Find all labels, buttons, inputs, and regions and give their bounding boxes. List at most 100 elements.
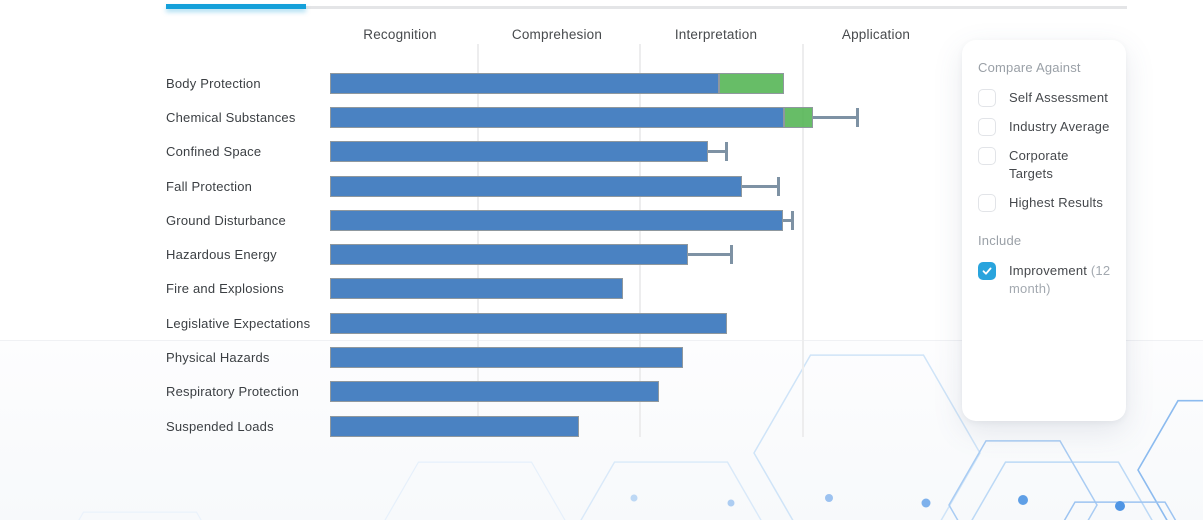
level-header-application: Application <box>841 27 911 42</box>
error-whisker <box>742 184 778 188</box>
gridline-1 <box>477 44 479 437</box>
hexagon-outline <box>753 354 981 520</box>
score-bar-segment[interactable] <box>330 244 688 266</box>
score-bar-segment[interactable] <box>330 381 659 403</box>
chart-row-fall-protection: Fall Protection <box>166 169 960 203</box>
score-bar-segment[interactable] <box>330 347 683 369</box>
bar-area <box>330 135 960 169</box>
hexagon-outline <box>78 511 202 520</box>
level-header-comprehesion: Comprehesion <box>511 27 603 42</box>
hexagon-vertex-dot <box>921 498 931 508</box>
hexagon-vertex-dot <box>630 494 638 502</box>
improvement-bar-segment[interactable] <box>784 106 813 128</box>
bar-area <box>330 100 960 134</box>
chart-row-suspended-loads: Suspended Loads <box>166 409 960 443</box>
bar-area <box>330 409 960 443</box>
active-tab-underline[interactable] <box>166 4 306 9</box>
error-whisker <box>813 115 857 119</box>
level-header-recognition: Recognition <box>363 27 437 42</box>
hexagon-outline <box>948 440 1098 520</box>
chart-row-chemical-substances: Chemical Substances <box>166 100 960 134</box>
bar-area <box>330 237 960 271</box>
checkbox-label[interactable]: Corporate Targets <box>1009 148 1069 181</box>
error-whisker <box>708 150 726 154</box>
checkbox-self-assessment[interactable] <box>978 89 996 107</box>
improvement-suffix: (12 month) <box>1009 263 1111 296</box>
improvement-checkbox[interactable] <box>978 262 996 280</box>
bar-area <box>330 375 960 409</box>
error-whisker-cap <box>725 142 728 162</box>
level-header-interpretation: Interpretation <box>674 27 758 42</box>
checkbox-row-self-assessment[interactable]: Self Assessment <box>978 89 1112 107</box>
checkbox-highest-results[interactable] <box>978 194 996 212</box>
checkbox-label[interactable]: Highest Results <box>1009 195 1104 210</box>
score-bar-segment[interactable] <box>330 278 623 300</box>
improvement-bar-segment[interactable] <box>719 72 784 94</box>
hexagon-outline <box>971 461 1153 520</box>
chart-row-hazardous-energy: Hazardous Energy <box>166 237 960 271</box>
row-label: Physical Hazards <box>166 350 270 366</box>
checkbox-industry-average[interactable] <box>978 118 996 136</box>
hexagon-pattern-decor <box>78 354 1203 520</box>
bar-area <box>330 272 960 306</box>
row-label: Suspended Loads <box>166 418 274 434</box>
row-label: Chemical Substances <box>166 109 296 125</box>
chart-row-confined-space: Confined Space <box>166 135 960 169</box>
gridline-2 <box>639 44 641 437</box>
checkbox-row-highest-results[interactable]: Highest Results <box>978 194 1112 212</box>
hexagon-vertex-dot <box>825 494 833 502</box>
error-whisker-cap <box>856 107 859 127</box>
bar-area <box>330 66 960 100</box>
score-bar-segment[interactable] <box>330 415 579 437</box>
checkbox-row-corporate-targets[interactable]: Corporate Targets <box>978 147 1112 183</box>
error-whisker-cap <box>777 176 780 196</box>
error-whisker <box>783 218 792 222</box>
checkbox-label[interactable]: Industry Average <box>1009 119 1110 134</box>
hexagon-vertex-dot <box>1115 501 1125 511</box>
score-bar-segment[interactable] <box>330 106 784 128</box>
chart-row-body-protection: Body Protection <box>166 66 960 100</box>
tab-rail <box>166 6 1127 9</box>
improvement-label[interactable]: Improvement (12 month) <box>1009 263 1111 296</box>
bar-area <box>330 169 960 203</box>
gridline-3 <box>802 44 804 437</box>
score-bar-segment[interactable] <box>330 72 719 94</box>
checkbox-row-improvement[interactable]: Improvement (12 month) <box>978 262 1112 298</box>
score-bar-segment[interactable] <box>330 312 727 334</box>
row-label: Hazardous Energy <box>166 247 277 263</box>
score-bar-segment[interactable] <box>330 141 708 163</box>
row-label: Body Protection <box>166 75 261 91</box>
chart-row-legislative-expectations: Legislative Expectations <box>166 306 960 340</box>
bar-area <box>330 203 960 237</box>
hexagon-outline <box>1063 501 1177 520</box>
hexagon-outline <box>384 461 566 520</box>
compare-against-title: Compare Against <box>978 60 1081 75</box>
score-bar-segment[interactable] <box>330 175 742 197</box>
hexagon-outline <box>580 461 762 520</box>
row-label: Respiratory Protection <box>166 384 300 400</box>
hexagon-vertex-dot <box>1018 495 1028 505</box>
error-whisker-cap <box>791 210 794 230</box>
chart-row-ground-disturbance: Ground Disturbance <box>166 203 960 237</box>
error-whisker-cap <box>730 245 733 265</box>
hexagon-outline <box>1137 399 1203 520</box>
chart-row-physical-hazards: Physical Hazards <box>166 340 960 374</box>
chart-row-fire-and-explosions: Fire and Explosions <box>166 272 960 306</box>
score-bar-segment[interactable] <box>330 209 783 231</box>
hexagon-vertex-dot <box>727 499 735 507</box>
bar-chart: Body Protection Chemical Substances Confin… <box>166 66 960 443</box>
bar-area <box>330 340 960 374</box>
checkbox-row-industry-average[interactable]: Industry Average <box>978 118 1112 136</box>
checkbox-label[interactable]: Self Assessment <box>1009 90 1109 105</box>
row-label: Fall Protection <box>166 178 253 194</box>
row-label: Legislative Expectations <box>166 315 311 331</box>
include-title: Include <box>978 233 1022 248</box>
chart-row-respiratory-protection: Respiratory Protection <box>166 375 960 409</box>
row-label: Fire and Explosions <box>166 281 284 297</box>
filter-card: Compare Against Self Assessment Industry … <box>962 40 1126 421</box>
bar-area <box>330 306 960 340</box>
checkbox-corporate-targets[interactable] <box>978 147 996 165</box>
row-label: Confined Space <box>166 144 262 160</box>
error-whisker <box>688 253 731 257</box>
